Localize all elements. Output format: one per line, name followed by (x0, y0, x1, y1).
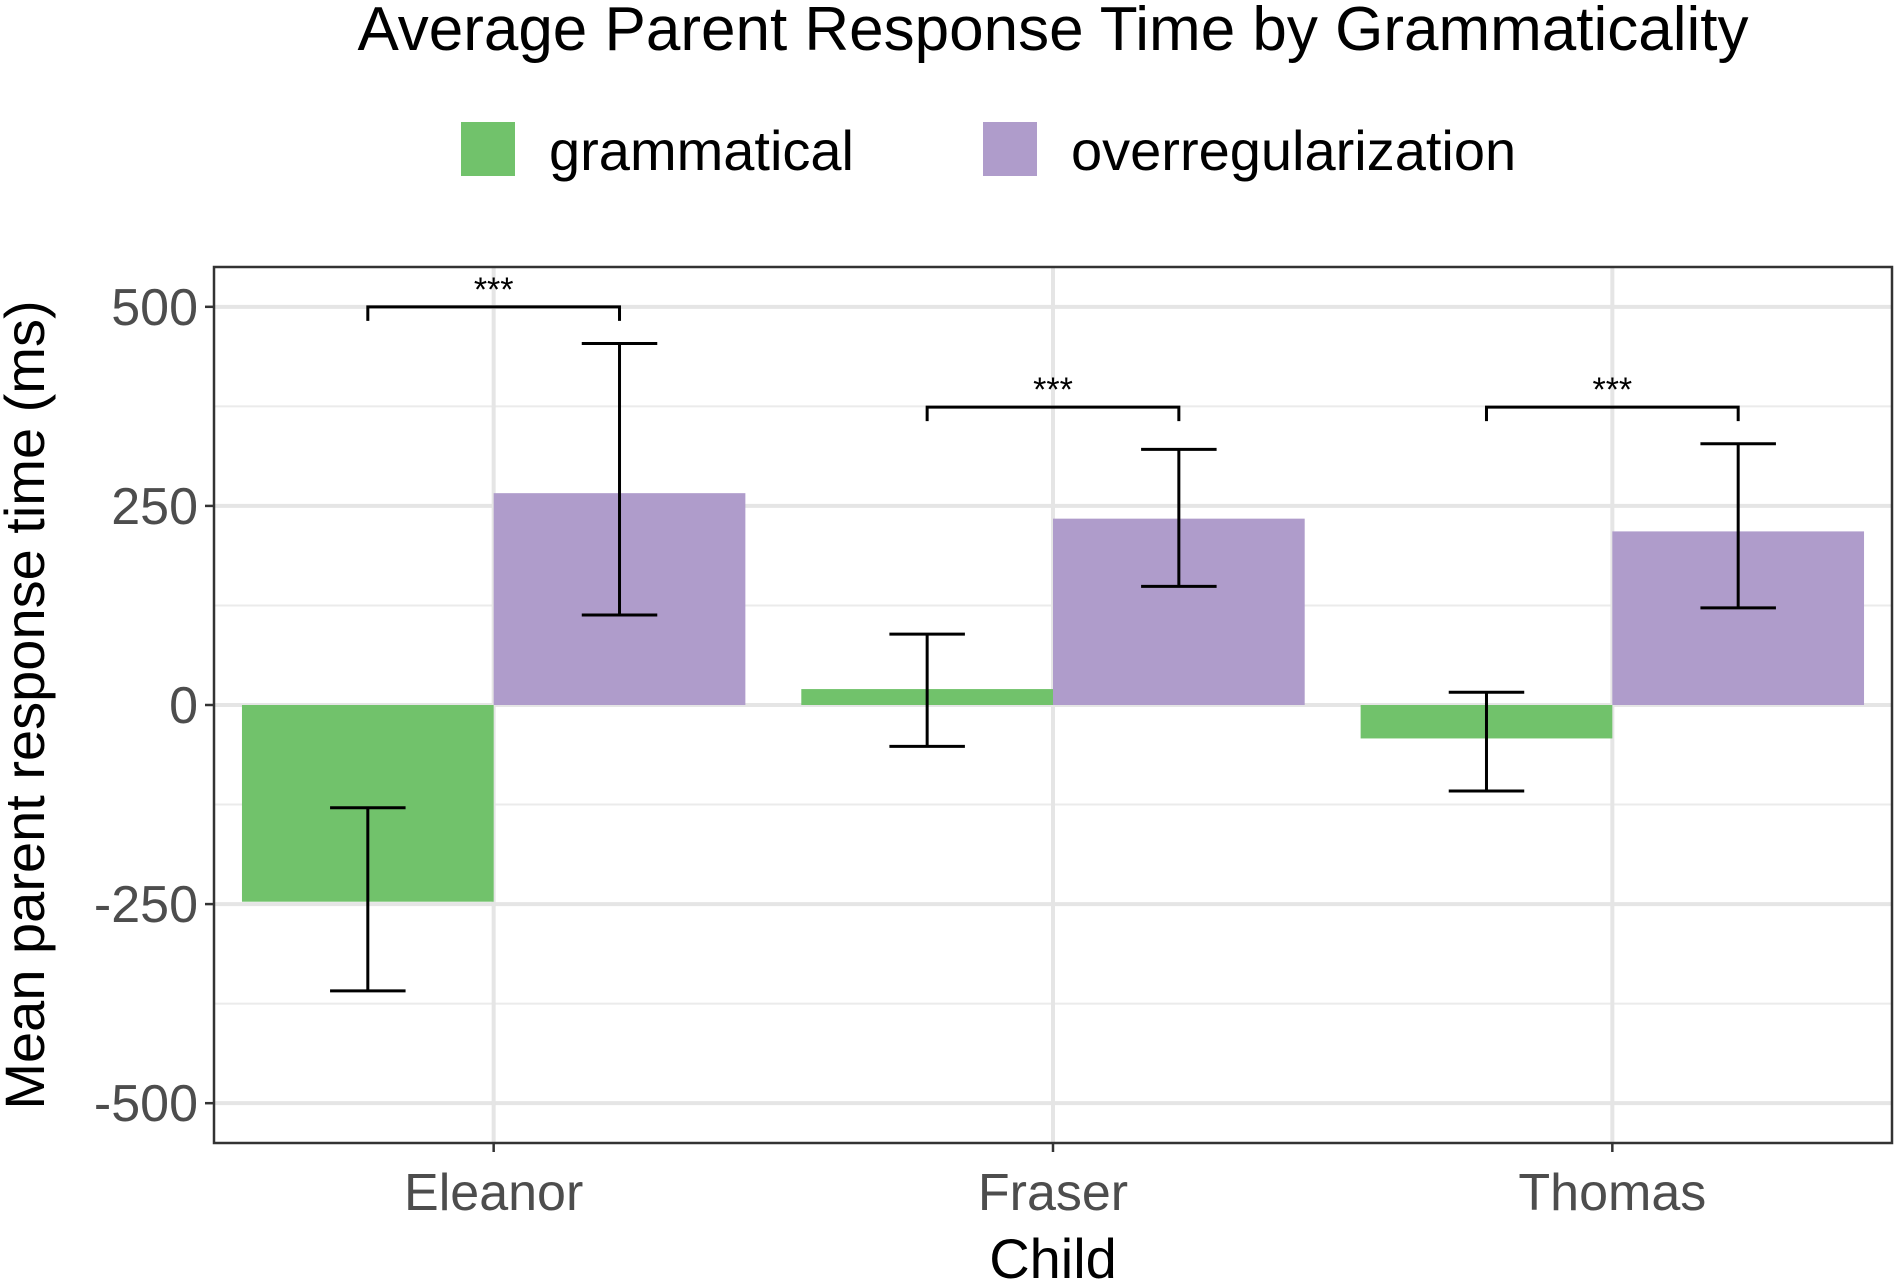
y-tick-label: 250 (111, 478, 198, 536)
significance-label-fraser: *** (1033, 371, 1073, 409)
legend-label-overregularization: overregularization (1071, 119, 1516, 182)
legend-label-grammatical: grammatical (549, 119, 854, 182)
significance-bracket-eleanor (366, 305, 622, 321)
x-tick-label-fraser: Fraser (978, 1164, 1128, 1222)
y-tick-label: -250 (94, 876, 198, 934)
chart-title: Average Parent Response Time by Grammati… (357, 0, 1748, 64)
x-tick-label-thomas: Thomas (1518, 1164, 1706, 1222)
significance-bracket-fraser (925, 405, 1181, 422)
significance-label-eleanor: *** (474, 271, 514, 309)
y-axis-title: Mean parent response time (ms) (0, 300, 56, 1109)
error-bars (330, 341, 1776, 993)
x-axis: Eleanor Fraser Thomas (404, 1143, 1706, 1222)
x-tick-label-eleanor: Eleanor (404, 1164, 583, 1222)
y-tick-label: 0 (169, 677, 198, 735)
significance-bracket-thomas (1484, 405, 1740, 422)
significance-markers: *** *** *** (366, 271, 1740, 422)
legend-swatch-grammatical (461, 122, 515, 176)
legend-swatch-overregularization (983, 122, 1037, 176)
y-axis: -500 -250 0 250 500 (94, 279, 214, 1133)
legend: grammatical overregularization (461, 119, 1516, 182)
y-tick-label: -500 (94, 1075, 198, 1133)
x-axis-title: Child (989, 1227, 1117, 1282)
y-tick-label: 500 (111, 279, 198, 337)
significance-label-thomas: *** (1592, 371, 1632, 409)
